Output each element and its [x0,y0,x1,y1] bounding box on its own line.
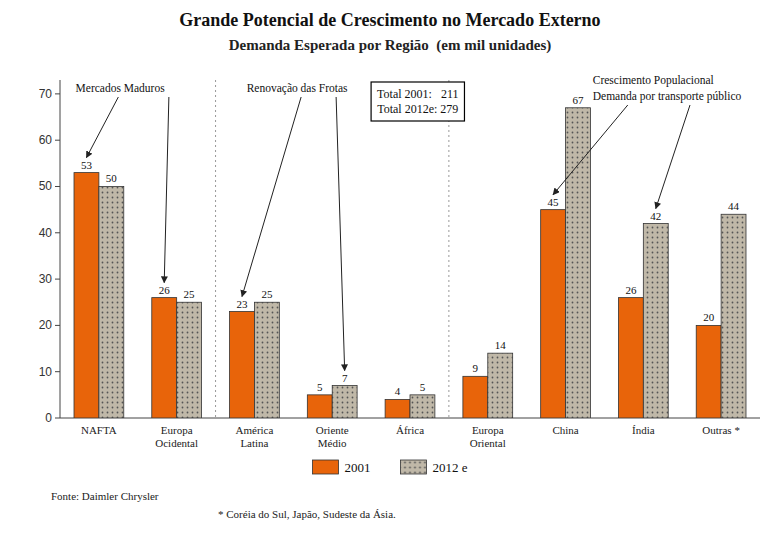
y-tick-label: 40 [39,226,53,240]
source: Fonte: Daimler Chrysler [51,490,159,502]
x-tick-label: África [396,424,424,436]
data-label: 45 [548,196,560,208]
bar [618,298,643,418]
data-label: 9 [473,362,479,374]
data-label: 5 [420,381,426,393]
y-tick-label: 20 [39,318,53,332]
x-tick-label: China [552,424,578,436]
y-axis-line [60,80,61,418]
legend-item: 2012 e [400,460,467,475]
annotation-arrow [242,97,301,297]
y-tick [55,371,60,372]
separator [448,80,449,418]
y-tick-label: 60 [39,133,53,147]
legend-label: 2001 [344,460,370,475]
bar [254,302,279,418]
total-box-frame [371,82,464,121]
data-label: 20 [703,311,715,323]
total-box: Total 2001: 211Total 2012e: 279 [371,82,464,121]
data-labels: 53 26 23 5 4 9 45 26 20 50 25 25 7 5 14 67 42 44 [81,94,740,398]
bar [385,399,410,418]
y-tick-label: 30 [39,272,53,286]
data-label: 26 [159,284,171,296]
data-label: 25 [261,288,273,300]
legend-swatch [312,460,338,474]
y-tick [55,325,60,326]
data-label: 25 [184,288,196,300]
data-label: 42 [650,210,661,222]
annotation-arrow [656,105,690,209]
y-tick [55,93,60,94]
subtitle: Demanda Esperada por Região (em mil unid… [229,37,552,54]
annotation: Demanda por transporte público [593,90,742,103]
x-tick-label: EuropaOriental [470,424,506,449]
separator [215,80,216,418]
y-tick [55,232,60,233]
annotation: Mercados Maduros [76,82,166,94]
bar [230,312,255,418]
y-tick-label: 50 [39,179,53,193]
data-label: 23 [237,298,249,310]
data-label: 5 [317,381,323,393]
annotation-arrow [86,97,118,158]
bar [541,210,566,418]
x-tick-label: AméricaLatina [236,424,274,449]
footnote: * Coréia do Sul, Japão, Sudeste da Ásia. [218,508,396,520]
x-tick-label: EuropaOcidental [155,424,198,449]
annotation-arrow [164,97,169,283]
data-label: 50 [106,172,118,184]
y-tick [55,140,60,141]
y-axis: 0 10 20 30 40 50 60 70 [39,80,60,425]
x-tick-label: Outras * [702,424,740,436]
data-label: 14 [495,339,507,351]
y-tick [55,186,60,187]
data-label: 26 [625,284,637,296]
bar [463,376,488,418]
bar [410,395,435,418]
data-label: 7 [342,372,348,384]
annotation: Renovação das Frotas [247,82,348,95]
data-label: 53 [81,159,93,171]
annotation-arrows [86,97,690,371]
x-tick-label: OrienteMédio [316,424,349,449]
data-label: 67 [573,94,585,106]
title: Grande Potencial de Crescimento no Merca… [179,10,600,30]
bar [307,395,332,418]
legend-label: 2012 e [432,460,467,475]
legend: 2001 2012 e [312,460,467,475]
y-tick-label: 0 [45,411,52,425]
annotation-arrow [336,97,345,371]
bar [74,173,99,418]
legend-item: 2001 [312,460,370,475]
bar [152,298,177,418]
annotation-arrow [553,105,628,195]
bar [643,224,668,418]
bars [74,108,746,418]
annotation: Crescimento Populacional [593,74,714,87]
x-tick-label: NAFTA [81,424,117,436]
y-tick-label: 10 [39,365,53,379]
legend-swatch [400,460,426,474]
bar [177,302,202,418]
y-tick-label: 70 [39,87,53,101]
x-tick-label: Índia [632,424,655,436]
annotation: Total 2001: 211Total 2012e: 279 [377,87,458,116]
bar [721,214,746,418]
data-label: 44 [728,200,740,212]
chart: Grande Potencial de Crescimento no Merca… [0,0,780,540]
bar [99,186,124,418]
bar [332,386,357,418]
bar [488,353,513,418]
y-tick [55,418,60,419]
data-label: 4 [395,385,401,397]
y-tick [55,279,60,280]
bar [696,325,721,418]
